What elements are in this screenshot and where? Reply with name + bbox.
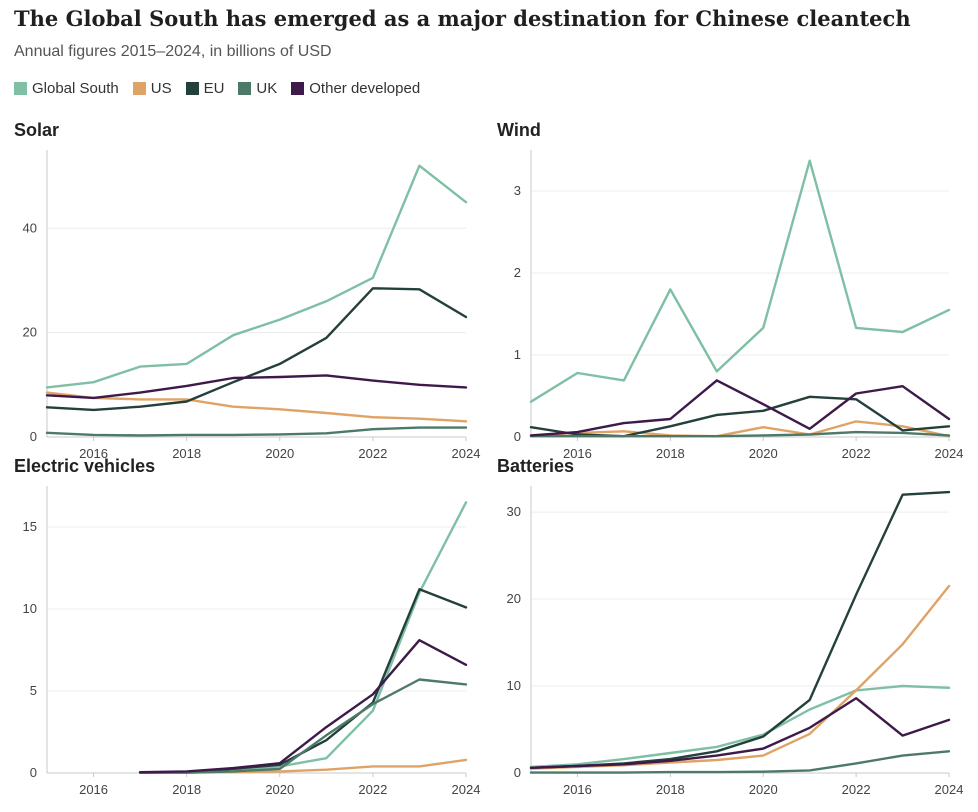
panel-wind: 0 1 2 3 2016 2018 2020 2022 2024: [514, 150, 964, 461]
series-line-batteries-other-developed: [529, 697, 951, 769]
legend-swatch-global-south: [14, 82, 27, 95]
y-tick-label-electric-vehicles-0: 0: [30, 765, 37, 780]
series-line-wind-uk: [529, 430, 951, 438]
x-tick-label-solar-2024: 2024: [452, 446, 481, 461]
series-line-wind-eu: [529, 395, 951, 438]
legend-item-eu: EU: [185, 80, 225, 97]
y-tick-label-wind-1: 1: [514, 347, 521, 362]
x-tick-label-solar-2022: 2022: [358, 446, 387, 461]
panel-electric-vehicles: 0 5 10 15 2016 2018 2020 2022 2024: [23, 486, 481, 797]
y-tick-label-wind-2: 2: [514, 265, 521, 280]
x-tick-label-solar-2016: 2016: [79, 446, 108, 461]
series-line-electric-vehicles-global-south: [138, 501, 468, 774]
y-tick-label-electric-vehicles-10: 10: [23, 601, 37, 616]
series-line-electric-vehicles-other-developed: [138, 639, 468, 774]
chart-title: The Global South has emerged as a major …: [14, 6, 911, 31]
series-line-batteries-eu: [529, 490, 951, 769]
legend-swatch-uk: [238, 82, 252, 95]
series-line-wind-us: [529, 420, 951, 438]
x-tick-label-batteries-2020: 2020: [749, 782, 778, 797]
y-tick-label-wind-3: 3: [514, 183, 521, 198]
y-tick-label-solar-20: 20: [23, 325, 37, 340]
legend-item-global-south: Global South: [14, 80, 119, 97]
x-tick-label-solar-2018: 2018: [172, 446, 201, 461]
legend-label-eu: EU: [203, 80, 225, 97]
series-line-wind-global-south: [529, 159, 951, 403]
panel-batteries: 0 10 20 30 2016 2018 2020 2022 2024: [507, 486, 964, 797]
legend-swatch-eu: [185, 82, 199, 95]
panel-title-solar: Solar: [14, 120, 60, 140]
y-tick-label-electric-vehicles-5: 5: [30, 683, 37, 698]
panel-title-batteries: Batteries: [497, 456, 575, 476]
x-tick-label-batteries-2022: 2022: [842, 782, 871, 797]
legend: Global South US EU UK Other developed: [14, 80, 420, 97]
series-line-solar-other-developed: [45, 374, 468, 400]
x-tick-label-wind-2024: 2024: [935, 446, 964, 461]
x-tick-label-electric-vehicles-2022: 2022: [358, 782, 387, 797]
legend-swatch-us: [132, 82, 146, 95]
series-line-solar-eu: [45, 287, 468, 412]
x-tick-label-wind-2020: 2020: [749, 446, 778, 461]
series-line-electric-vehicles-uk: [138, 678, 468, 774]
legend-label-other-developed: Other developed: [309, 80, 421, 97]
y-tick-label-electric-vehicles-15: 15: [23, 519, 37, 534]
x-tick-label-solar-2020: 2020: [265, 446, 294, 461]
panel-title-wind: Wind: [497, 120, 541, 140]
x-tick-label-electric-vehicles-2018: 2018: [172, 782, 201, 797]
series-line-batteries-global-south: [529, 684, 951, 769]
legend-swatch-other-developed: [291, 82, 305, 95]
legend-label-us: US: [150, 80, 172, 97]
legend-item-us: US: [132, 80, 172, 97]
y-tick-label-solar-40: 40: [23, 220, 37, 235]
x-tick-label-wind-2016: 2016: [563, 446, 592, 461]
legend-item-other-developed: Other developed: [291, 80, 420, 97]
y-tick-label-batteries-30: 30: [507, 504, 521, 519]
legend-item-uk: UK: [238, 80, 277, 97]
x-tick-label-electric-vehicles-2024: 2024: [452, 782, 481, 797]
y-tick-label-batteries-0: 0: [514, 765, 521, 780]
x-tick-label-batteries-2024: 2024: [935, 782, 964, 797]
panel-solar: 0 20 40 2016 2018 2020 2022 2024: [23, 150, 481, 461]
series-line-solar-us: [45, 391, 468, 423]
x-tick-label-batteries-2018: 2018: [656, 782, 685, 797]
legend-label-global-south: Global South: [32, 80, 119, 97]
x-tick-label-wind-2022: 2022: [842, 446, 871, 461]
series-line-batteries-uk: [529, 750, 951, 774]
x-tick-label-batteries-2016: 2016: [563, 782, 592, 797]
series-line-solar-global-south: [45, 164, 468, 389]
x-tick-label-electric-vehicles-2020: 2020: [265, 782, 294, 797]
y-tick-label-batteries-10: 10: [507, 678, 521, 693]
x-tick-label-electric-vehicles-2016: 2016: [79, 782, 108, 797]
y-tick-label-wind-0: 0: [514, 429, 521, 444]
y-tick-label-batteries-20: 20: [507, 591, 521, 606]
panel-title-electric-vehicles: Electric vehicles: [14, 456, 156, 476]
chart-subtitle: Annual figures 2015–2024, in billions of…: [14, 43, 332, 60]
series-line-wind-other-developed: [529, 379, 951, 437]
legend-label-uk: UK: [256, 80, 278, 97]
x-tick-label-wind-2018: 2018: [656, 446, 685, 461]
y-tick-label-solar-0: 0: [30, 429, 37, 444]
series-line-solar-uk: [45, 426, 468, 437]
